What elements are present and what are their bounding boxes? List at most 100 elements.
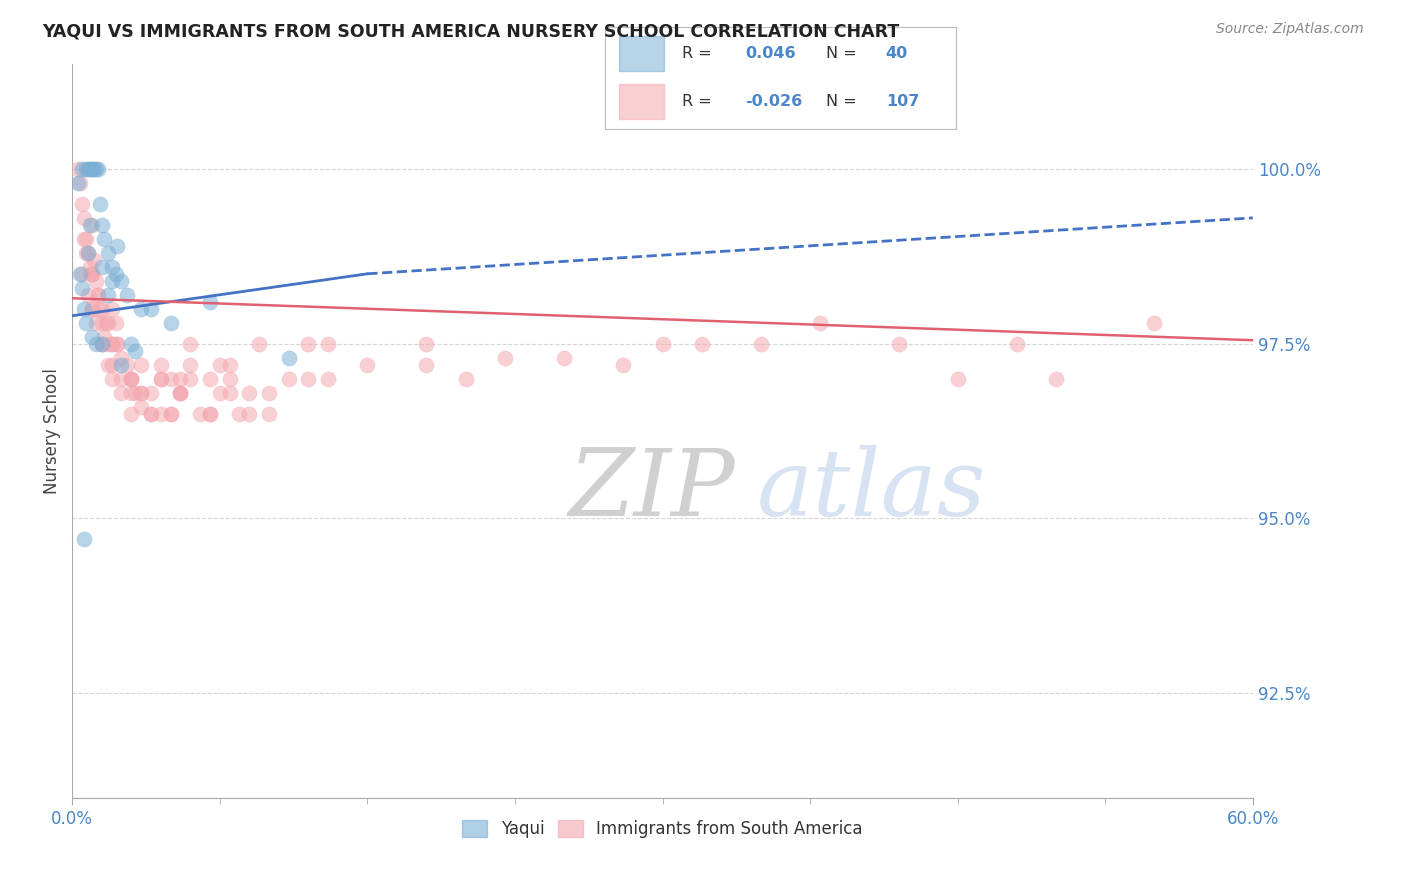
Point <box>218 372 240 386</box>
Point <box>1005 336 1028 351</box>
Point <box>117 287 139 301</box>
Point <box>97 336 120 351</box>
Point <box>120 372 142 386</box>
Point <box>415 358 437 372</box>
Point <box>1143 316 1166 330</box>
Text: R =: R = <box>682 45 711 61</box>
Point <box>117 358 139 372</box>
Point <box>79 260 101 274</box>
Point <box>79 218 101 232</box>
Point <box>149 372 172 386</box>
Point <box>89 301 111 316</box>
Point <box>80 301 103 316</box>
Point <box>110 274 132 288</box>
Point <box>100 274 122 288</box>
Point <box>198 294 221 309</box>
Point <box>75 161 97 176</box>
Point <box>159 407 181 421</box>
Point <box>887 336 910 351</box>
Point <box>80 329 103 343</box>
Point <box>73 232 96 246</box>
Point <box>90 218 112 232</box>
Point <box>553 351 575 365</box>
Point <box>139 407 162 421</box>
Point <box>87 287 110 301</box>
Point <box>77 287 100 301</box>
Point <box>77 161 100 176</box>
Point <box>651 336 673 351</box>
Point <box>100 260 122 274</box>
Point <box>169 385 191 400</box>
Point <box>316 336 339 351</box>
Point <box>80 267 103 281</box>
Point <box>257 385 280 400</box>
Point <box>169 385 191 400</box>
Point <box>94 316 117 330</box>
Bar <box>619 36 664 70</box>
Point <box>110 372 132 386</box>
Legend: Yaqui, Immigrants from South America: Yaqui, Immigrants from South America <box>456 814 869 845</box>
Point <box>89 197 111 211</box>
Point <box>218 385 240 400</box>
Point <box>84 274 107 288</box>
Point <box>90 336 112 351</box>
Point <box>75 316 97 330</box>
Point <box>90 301 112 316</box>
Point <box>100 336 122 351</box>
Point <box>107 239 129 253</box>
Point <box>356 358 378 372</box>
Point <box>454 372 477 386</box>
Point <box>107 336 129 351</box>
Point <box>70 267 93 281</box>
Point <box>73 211 96 225</box>
Point <box>297 372 319 386</box>
Point <box>97 287 120 301</box>
Text: ZIP: ZIP <box>568 445 735 535</box>
Point <box>69 176 91 190</box>
Point <box>107 336 129 351</box>
Point <box>80 301 103 316</box>
Point <box>93 232 115 246</box>
Point <box>946 372 969 386</box>
Point <box>73 533 96 547</box>
Point <box>104 267 127 281</box>
Point <box>80 218 103 232</box>
Point <box>87 287 110 301</box>
Text: R =: R = <box>682 95 711 109</box>
Point <box>238 407 260 421</box>
Point <box>110 385 132 400</box>
Text: 40: 40 <box>886 45 908 61</box>
Point <box>100 336 122 351</box>
Point <box>120 407 142 421</box>
Point <box>159 372 181 386</box>
Point <box>84 316 107 330</box>
Point <box>69 267 91 281</box>
Point <box>169 372 191 386</box>
Point <box>808 316 831 330</box>
Point <box>208 385 231 400</box>
Point <box>124 343 146 358</box>
Point <box>159 407 181 421</box>
Point <box>198 407 221 421</box>
Text: 0.046: 0.046 <box>745 45 796 61</box>
Point <box>110 351 132 365</box>
Text: N =: N = <box>827 95 856 109</box>
Point <box>120 372 142 386</box>
Point <box>247 336 270 351</box>
Point <box>70 161 93 176</box>
Point <box>188 407 211 421</box>
Point <box>169 385 191 400</box>
Point <box>228 407 250 421</box>
Point <box>80 161 103 176</box>
Point <box>159 316 181 330</box>
Point <box>90 316 112 330</box>
Point <box>124 385 146 400</box>
Point <box>100 301 122 316</box>
Point <box>90 336 112 351</box>
Point <box>198 407 221 421</box>
Point <box>77 245 100 260</box>
Point <box>90 336 112 351</box>
Point <box>79 161 101 176</box>
Point <box>79 267 101 281</box>
Text: YAQUI VS IMMIGRANTS FROM SOUTH AMERICA NURSERY SCHOOL CORRELATION CHART: YAQUI VS IMMIGRANTS FROM SOUTH AMERICA N… <box>42 22 900 40</box>
